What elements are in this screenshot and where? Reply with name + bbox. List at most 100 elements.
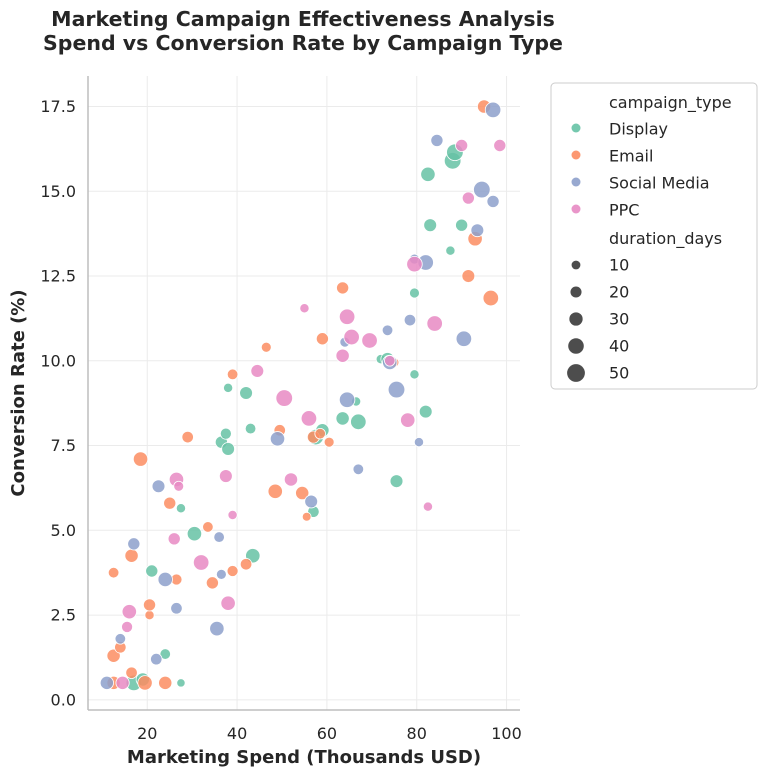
legend-hue-title: campaign_type: [609, 93, 732, 113]
point-email: [181, 430, 194, 444]
point-email: [226, 368, 239, 381]
x-tick-label: 100: [491, 724, 522, 743]
point-display: [389, 474, 404, 488]
point-email: [125, 666, 138, 679]
point-email: [143, 598, 157, 612]
point-social-media: [150, 652, 163, 666]
point-social-media: [215, 569, 227, 580]
point-ppc: [121, 620, 134, 633]
point-display: [244, 422, 257, 435]
chart-title: Marketing Campaign Effectiveness Analysi…: [51, 7, 555, 31]
x-tick-label: 40: [227, 724, 247, 743]
point-ppc: [283, 472, 299, 487]
legend-label: Display: [609, 120, 668, 139]
point-ppc: [219, 469, 233, 483]
x-tick-label: 20: [137, 724, 157, 743]
legend-size-label: 40: [609, 337, 629, 356]
point-social-media: [151, 479, 166, 494]
point-ppc: [220, 595, 236, 611]
x-axis-label: Marketing Spend (Thousands USD): [127, 747, 481, 768]
point-display: [420, 166, 436, 182]
legend-marker-display: [571, 123, 581, 133]
point-ppc: [493, 138, 507, 153]
point-ppc: [455, 138, 469, 153]
point-email: [205, 576, 219, 590]
point-social-media: [338, 391, 356, 408]
legend-label: PPC: [609, 201, 639, 220]
point-email: [158, 675, 173, 690]
point-ppc: [275, 389, 293, 407]
point-ppc: [361, 332, 378, 349]
point-ppc: [250, 364, 265, 378]
legend-marker-social-media: [571, 177, 581, 187]
y-axis-label: Conversion Rate (%): [8, 289, 29, 496]
x-tick-label: 80: [407, 724, 427, 743]
point-display: [409, 369, 420, 380]
legend-size-label: 10: [609, 256, 629, 275]
chart-subtitle: Spend vs Conversion Rate by Campaign Typ…: [43, 31, 563, 55]
point-social-media: [209, 621, 225, 637]
point-display: [455, 218, 469, 232]
point-ppc: [167, 532, 181, 546]
point-display: [175, 503, 187, 514]
legend-size-marker: [571, 260, 581, 270]
legend-label: Email: [609, 147, 653, 166]
point-social-media: [387, 380, 406, 399]
point-social-media: [455, 330, 473, 347]
y-tick-label: 0.0: [51, 690, 76, 709]
point-ppc: [461, 191, 475, 205]
point-social-media: [403, 313, 417, 327]
point-display: [223, 382, 234, 393]
point-email: [461, 269, 476, 283]
point-ppc: [338, 308, 356, 325]
point-email: [267, 483, 283, 499]
y-tick-label: 2.5: [51, 606, 76, 625]
legend-marker-ppc: [571, 204, 581, 214]
point-ppc: [299, 303, 310, 314]
point-ppc: [384, 355, 396, 367]
point-email: [239, 558, 253, 571]
legend-size-marker: [570, 286, 582, 298]
point-email: [132, 451, 149, 467]
point-display: [418, 404, 433, 419]
point-ppc: [121, 604, 137, 620]
point-display: [350, 413, 367, 431]
y-tick-label: 15.0: [40, 182, 76, 201]
point-social-media: [304, 494, 319, 509]
tick-labels: 20 40 60 80 100 0.0 2.5 5.0 7.5 10.0 12.5 15.0 17.5: [40, 97, 521, 743]
point-ppc: [406, 255, 423, 273]
point-ppc: [400, 412, 416, 428]
point-email: [323, 436, 335, 448]
point-email: [137, 675, 153, 691]
point-social-media: [99, 675, 114, 690]
point-display: [176, 678, 186, 688]
y-tick-label: 7.5: [51, 436, 76, 455]
point-ppc: [192, 554, 210, 571]
point-display: [159, 648, 171, 660]
point-display: [409, 287, 420, 299]
point-social-media: [381, 324, 394, 336]
point-social-media: [484, 101, 502, 119]
point-social-media: [170, 602, 183, 615]
point-email: [163, 496, 177, 510]
legend-frame: [550, 82, 758, 390]
point-email: [301, 511, 312, 522]
point-email: [314, 427, 326, 440]
point-ppc: [335, 348, 350, 363]
point-email: [336, 281, 350, 295]
point-social-media: [213, 531, 225, 543]
point-email: [295, 485, 310, 501]
point-display: [145, 564, 159, 578]
point-ppc: [300, 410, 318, 427]
point-email: [106, 648, 121, 663]
point-ppc: [227, 510, 238, 521]
point-social-media: [470, 223, 485, 238]
point-email: [315, 332, 329, 346]
point-social-media: [473, 180, 491, 199]
legend-size-marker: [569, 312, 583, 326]
point-email: [144, 610, 155, 621]
y-tick-label: 12.5: [40, 267, 76, 286]
point-ppc: [343, 328, 360, 346]
grid: [88, 76, 520, 710]
